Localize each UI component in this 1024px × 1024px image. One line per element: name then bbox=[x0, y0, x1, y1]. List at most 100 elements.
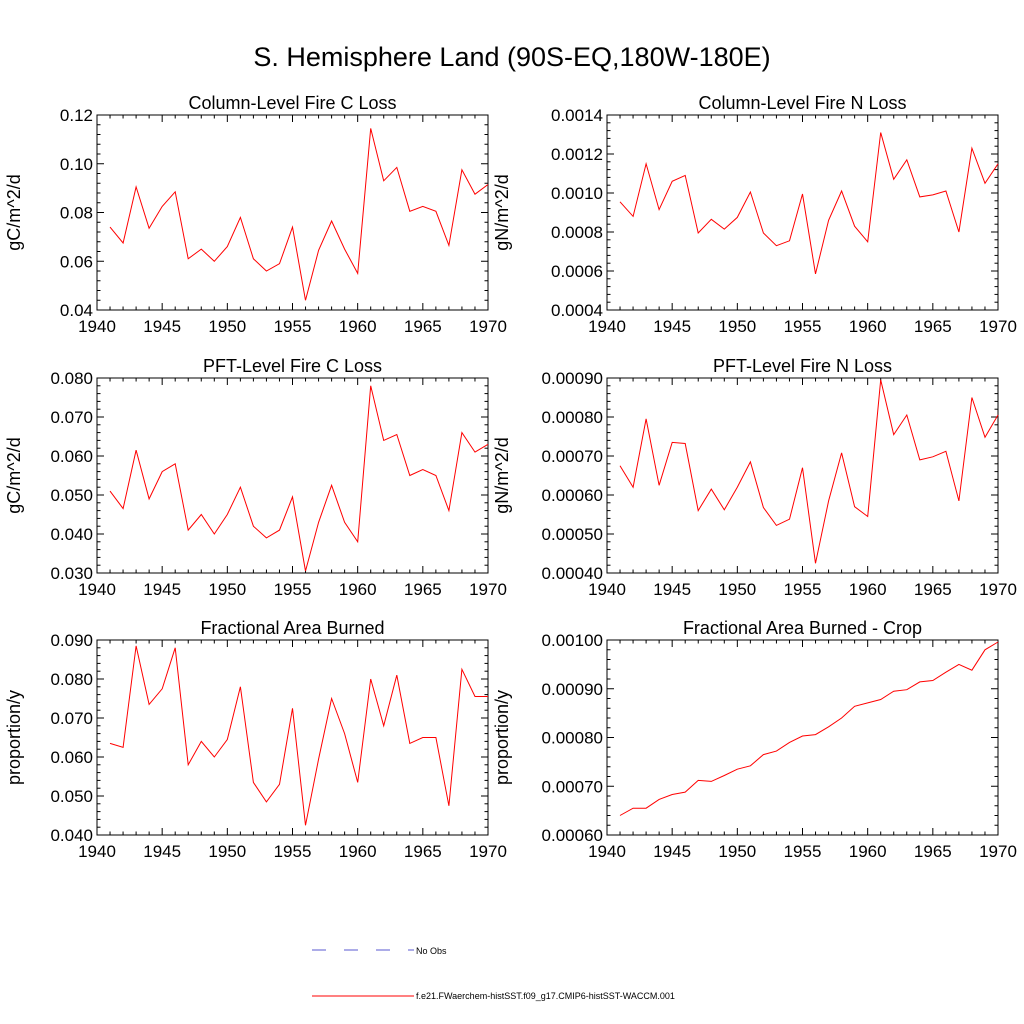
x-tick-label: 1965 bbox=[914, 842, 952, 861]
x-tick-label: 1955 bbox=[274, 842, 312, 861]
panel-title: PFT-Level Fire N Loss bbox=[713, 356, 892, 376]
y-tick-label: 0.070 bbox=[50, 408, 93, 427]
plot-frame bbox=[606, 639, 999, 836]
y-tick-label: 0.060 bbox=[50, 748, 93, 767]
panel-2: Column-Level Fire N Loss gN/m^2/d 1940 1945… bbox=[492, 93, 1017, 336]
panel-title: Column-Level Fire C Loss bbox=[188, 93, 396, 113]
x-tick-label: 1965 bbox=[914, 580, 952, 599]
panel-3: PFT-Level Fire C Loss gC/m^2/d 1940 1945 195… bbox=[4, 356, 507, 599]
y-tick-label: 0.04 bbox=[60, 301, 93, 320]
series-line bbox=[619, 641, 999, 816]
x-tick-label: 1970 bbox=[469, 842, 507, 861]
panel-5: Fractional Area Burned proportion/y 1940 19… bbox=[4, 618, 507, 861]
x-tick-label: 1970 bbox=[979, 580, 1017, 599]
panel-title: PFT-Level Fire C Loss bbox=[203, 356, 382, 376]
y-tick-label: 0.00080 bbox=[542, 408, 603, 427]
x-tick-label: 1960 bbox=[849, 842, 887, 861]
legend: No Obs f.e21.FWaerchem-histSST.f09_g17.C… bbox=[312, 946, 675, 1001]
series-line bbox=[619, 132, 999, 275]
y-tick-label: 0.12 bbox=[60, 106, 93, 125]
plot-frame bbox=[96, 377, 489, 574]
panel-6: Fractional Area Burned - Crop proportion/… bbox=[492, 618, 1017, 861]
y-tick-label: 0.080 bbox=[50, 670, 93, 689]
x-tick-label: 1960 bbox=[849, 317, 887, 336]
y-tick-label: 0.070 bbox=[50, 709, 93, 728]
x-tick-label: 1955 bbox=[274, 580, 312, 599]
x-tick-label: 1945 bbox=[653, 842, 691, 861]
y-tick-label: 0.0004 bbox=[551, 301, 603, 320]
x-tick-label: 1960 bbox=[849, 580, 887, 599]
y-tick-label: 0.00050 bbox=[542, 525, 603, 544]
y-tick-label: 0.00070 bbox=[542, 777, 603, 796]
x-tick-label: 1950 bbox=[208, 842, 246, 861]
x-tick-label: 1940 bbox=[588, 842, 626, 861]
x-tick-label: 1965 bbox=[404, 317, 442, 336]
x-tick-label: 1960 bbox=[339, 842, 377, 861]
x-tick-label: 1945 bbox=[143, 580, 181, 599]
x-tick-label: 1970 bbox=[469, 317, 507, 336]
plot-frame bbox=[606, 114, 999, 311]
y-tick-label: 0.080 bbox=[50, 369, 93, 388]
y-tick-label: 0.0006 bbox=[551, 262, 603, 281]
y-tick-label: 0.0008 bbox=[551, 223, 603, 242]
x-tick-label: 1950 bbox=[718, 842, 756, 861]
x-tick-label: 1945 bbox=[653, 580, 691, 599]
y-axis-label: gC/m^2/d bbox=[4, 174, 24, 250]
y-tick-label: 0.0014 bbox=[551, 106, 603, 125]
y-axis-label: gN/m^2/d bbox=[492, 437, 512, 513]
x-tick-label: 1955 bbox=[784, 842, 822, 861]
x-tick-label: 1965 bbox=[404, 842, 442, 861]
panel-4: PFT-Level Fire N Loss gN/m^2/d 1940 1945 195… bbox=[492, 356, 1017, 599]
x-tick-label: 1960 bbox=[339, 580, 377, 599]
y-tick-label: 0.050 bbox=[50, 787, 93, 806]
y-tick-label: 0.00060 bbox=[542, 826, 603, 845]
panel-title: Fractional Area Burned - Crop bbox=[683, 618, 922, 638]
y-tick-label: 0.090 bbox=[50, 631, 93, 650]
x-tick-label: 1940 bbox=[78, 842, 116, 861]
series-line bbox=[109, 645, 488, 826]
y-tick-label: 0.08 bbox=[60, 204, 93, 223]
x-tick-label: 1970 bbox=[469, 580, 507, 599]
y-tick-label: 0.0010 bbox=[551, 184, 603, 203]
figure-title: S. Hemisphere Land (90S-EQ,180W-180E) bbox=[253, 42, 770, 72]
y-tick-label: 0.00040 bbox=[542, 564, 603, 583]
legend-obs-label: No Obs bbox=[416, 946, 447, 956]
x-tick-label: 1940 bbox=[588, 317, 626, 336]
x-tick-label: 1970 bbox=[979, 317, 1017, 336]
y-axis-label: gC/m^2/d bbox=[4, 437, 24, 513]
plot-frame bbox=[96, 114, 489, 311]
series-line bbox=[619, 379, 999, 564]
panel-1: Column-Level Fire C Loss gC/m^2/d 1940 1945… bbox=[4, 93, 507, 336]
panel-title: Fractional Area Burned bbox=[200, 618, 384, 638]
x-tick-label: 1945 bbox=[143, 842, 181, 861]
x-tick-label: 1945 bbox=[143, 317, 181, 336]
y-tick-label: 0.030 bbox=[50, 564, 93, 583]
x-tick-label: 1950 bbox=[718, 317, 756, 336]
y-tick-label: 0.10 bbox=[60, 155, 93, 174]
y-tick-label: 0.040 bbox=[50, 826, 93, 845]
x-tick-label: 1950 bbox=[208, 317, 246, 336]
x-tick-label: 1940 bbox=[78, 317, 116, 336]
y-axis-label: proportion/y bbox=[492, 690, 512, 785]
y-tick-label: 0.00060 bbox=[542, 486, 603, 505]
y-tick-label: 0.00070 bbox=[542, 447, 603, 466]
x-tick-label: 1970 bbox=[979, 842, 1017, 861]
x-tick-label: 1950 bbox=[208, 580, 246, 599]
y-axis-label: proportion/y bbox=[4, 690, 24, 785]
legend-model-label: f.e21.FWaerchem-histSST.f09_g17.CMIP6-hi… bbox=[416, 991, 675, 1001]
panel-title: Column-Level Fire N Loss bbox=[698, 93, 906, 113]
y-tick-label: 0.00090 bbox=[542, 680, 603, 699]
x-tick-label: 1940 bbox=[588, 580, 626, 599]
y-tick-label: 0.050 bbox=[50, 486, 93, 505]
y-tick-label: 0.00090 bbox=[542, 369, 603, 388]
x-tick-label: 1965 bbox=[404, 580, 442, 599]
x-tick-label: 1955 bbox=[274, 317, 312, 336]
x-tick-label: 1945 bbox=[653, 317, 691, 336]
x-tick-label: 1960 bbox=[339, 317, 377, 336]
y-tick-label: 0.0012 bbox=[551, 145, 603, 164]
x-tick-label: 1955 bbox=[784, 580, 822, 599]
x-tick-label: 1965 bbox=[914, 317, 952, 336]
x-tick-label: 1955 bbox=[784, 317, 822, 336]
y-tick-label: 0.040 bbox=[50, 525, 93, 544]
